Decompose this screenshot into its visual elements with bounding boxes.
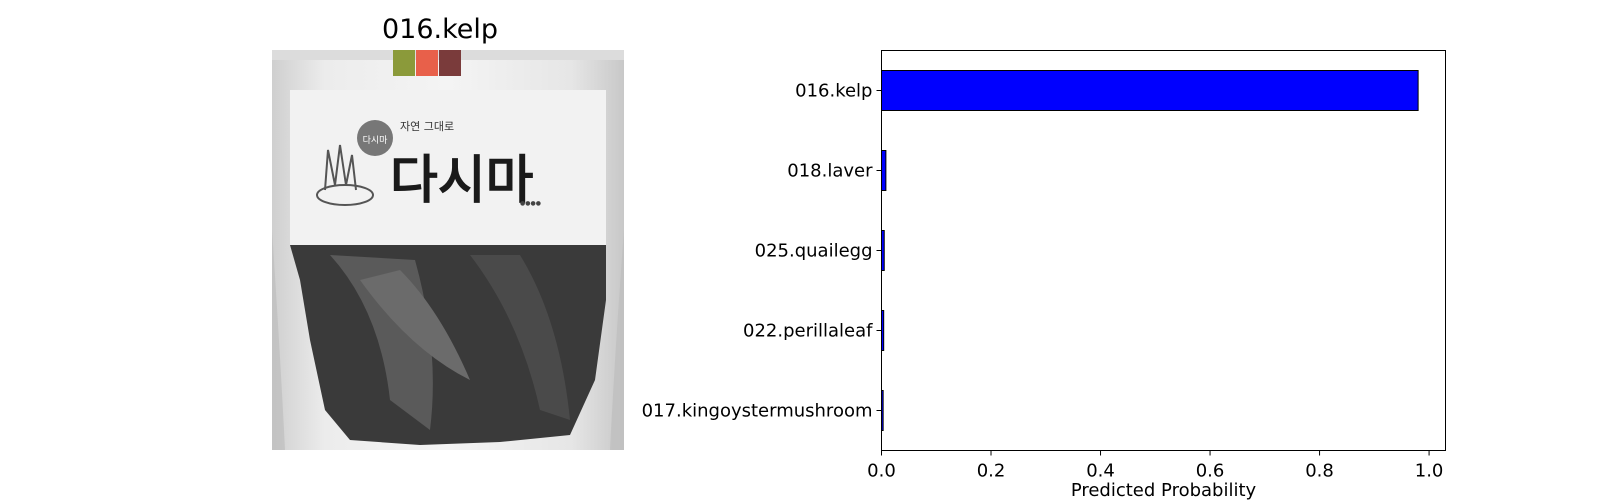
package-small-text: 자연 그대로 xyxy=(400,120,454,133)
x-tick-label: 0.2 xyxy=(977,461,1006,482)
color-strip-brown xyxy=(439,50,461,76)
color-strip-green xyxy=(393,50,415,76)
bar-018.laver xyxy=(881,150,887,191)
kelp-package-photo: 다시마 자연 그대로 다시마 ●●●● xyxy=(272,50,624,450)
y-tick-label: 016.kelp xyxy=(795,81,872,102)
x-axis-label: Predicted Probability xyxy=(1071,480,1257,500)
x-tick-label: 1.0 xyxy=(1415,461,1444,482)
x-tick-label: 0.4 xyxy=(1086,461,1115,482)
color-strip-red xyxy=(416,50,438,76)
bar-016.kelp xyxy=(881,70,1419,111)
y-tick-label: 025.quailegg xyxy=(755,241,873,262)
svg-text:●●●●: ●●●● xyxy=(520,200,541,207)
x-tick-label: 0.6 xyxy=(1196,461,1225,482)
package-brand-text: 다시마 xyxy=(390,151,534,211)
seaweed-illustration xyxy=(316,144,374,206)
y-tick-label: 017.kingoystermushroom xyxy=(642,401,873,422)
x-tick-label: 0.8 xyxy=(1305,461,1334,482)
emblem-text: 다시마 xyxy=(363,135,389,146)
round-emblem xyxy=(357,120,393,156)
x-tick-label: 0.0 xyxy=(867,461,896,482)
y-tick-label: 018.laver xyxy=(787,161,873,182)
y-tick-label: 022.perillaleaf xyxy=(743,321,873,342)
figure-title: 016.kelp xyxy=(381,14,499,45)
